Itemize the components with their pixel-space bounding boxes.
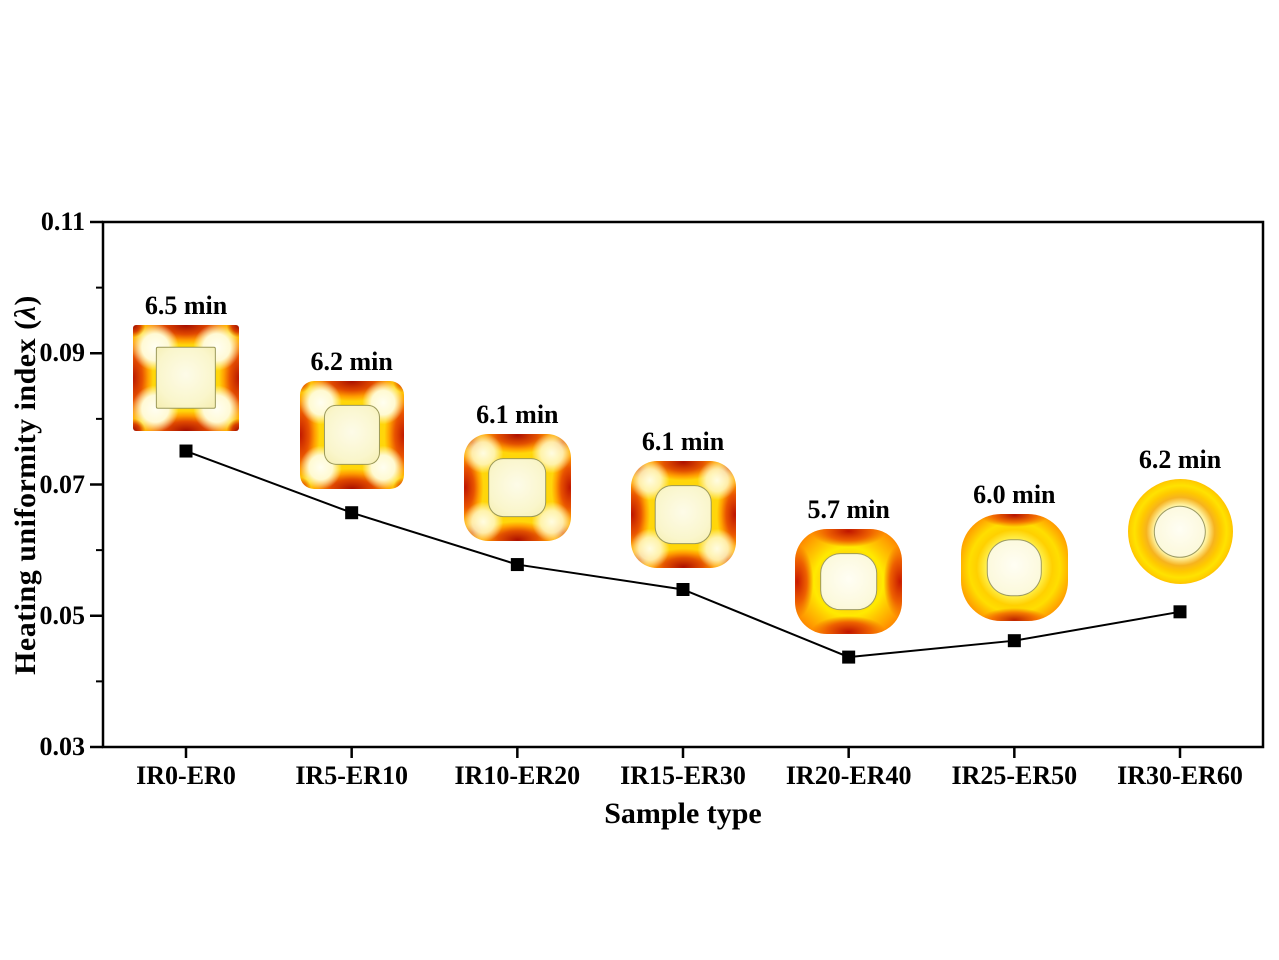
x-tick-label: IR30-ER60 [1117, 761, 1243, 790]
x-tick-label: IR0-ER0 [136, 761, 236, 790]
inset-annotation-IR15-ER30: 6.1 min [630, 427, 736, 568]
x-tick-label: IR25-ER50 [951, 761, 1078, 790]
inset-annotation-IR30-ER60: 6.2 min [1127, 445, 1233, 584]
inset-time-label: 6.2 min [1138, 445, 1222, 474]
plot-area: 0.03 0.05 0.07 0.09 0.11 IR0-ER0 IR5-ER10 IR10-… [40, 207, 1265, 790]
sample-outline [155, 346, 217, 410]
sample-outline [323, 404, 380, 466]
lambda-symbol: λ [9, 305, 43, 319]
inset-annotation-IR5-ER10: 6.2 min [299, 347, 404, 489]
data-point-marker [345, 506, 359, 520]
heatmap-image [299, 381, 404, 489]
data-point-marker [179, 444, 193, 458]
inset-time-label: 6.5 min [144, 291, 228, 320]
heatmap-image [630, 461, 736, 568]
inset-time-label: 6.0 min [973, 480, 1056, 509]
y-axis-title-suffix: ) [9, 294, 43, 306]
x-tick-label: IR20-ER40 [785, 761, 912, 790]
x-tick-label: IR10-ER20 [454, 761, 581, 790]
heatmap-image [133, 325, 239, 431]
y-tick-label: 0.11 [40, 207, 85, 236]
inset-annotation-IR10-ER20: 6.1 min [463, 400, 571, 541]
heatmap-image [463, 434, 571, 541]
y-tick-label: 0.07 [39, 469, 86, 499]
heatmap-image [1127, 479, 1233, 584]
inset-time-label: 5.7 min [807, 495, 890, 524]
heatmap-image [960, 514, 1068, 621]
data-point-marker [842, 650, 856, 664]
y-tick-label: 0.09 [39, 338, 86, 368]
data-point-marker [1007, 634, 1021, 648]
data-point-marker [510, 558, 524, 572]
sample-outline [488, 457, 547, 518]
inset-time-label: 6.2 min [310, 347, 393, 376]
inset-time-label: 6.1 min [476, 400, 559, 429]
plot-svg [90, 220, 1265, 758]
data-point-marker [676, 583, 690, 596]
sample-outline [1153, 505, 1207, 558]
inset-annotation-IR25-ER50: 6.0 min [960, 480, 1068, 621]
heatmap-image [795, 529, 903, 634]
x-tick-label: IR5-ER10 [295, 761, 408, 790]
inset-annotation-IR0-ER0: 6.5 min [133, 291, 239, 431]
x-tick-label: IR15-ER30 [620, 761, 746, 790]
sample-outline [819, 552, 878, 611]
data-point-marker [1173, 605, 1187, 619]
inset-time-label: 6.1 min [641, 427, 725, 456]
inset-annotation-IR20-ER40: 5.7 min [795, 495, 903, 634]
sample-outline [987, 538, 1042, 597]
sample-outline [654, 484, 712, 545]
y-tick-label: 0.03 [39, 732, 86, 761]
y-tick-label: 0.05 [39, 600, 86, 630]
x-axis-title: Sample type [604, 797, 762, 830]
